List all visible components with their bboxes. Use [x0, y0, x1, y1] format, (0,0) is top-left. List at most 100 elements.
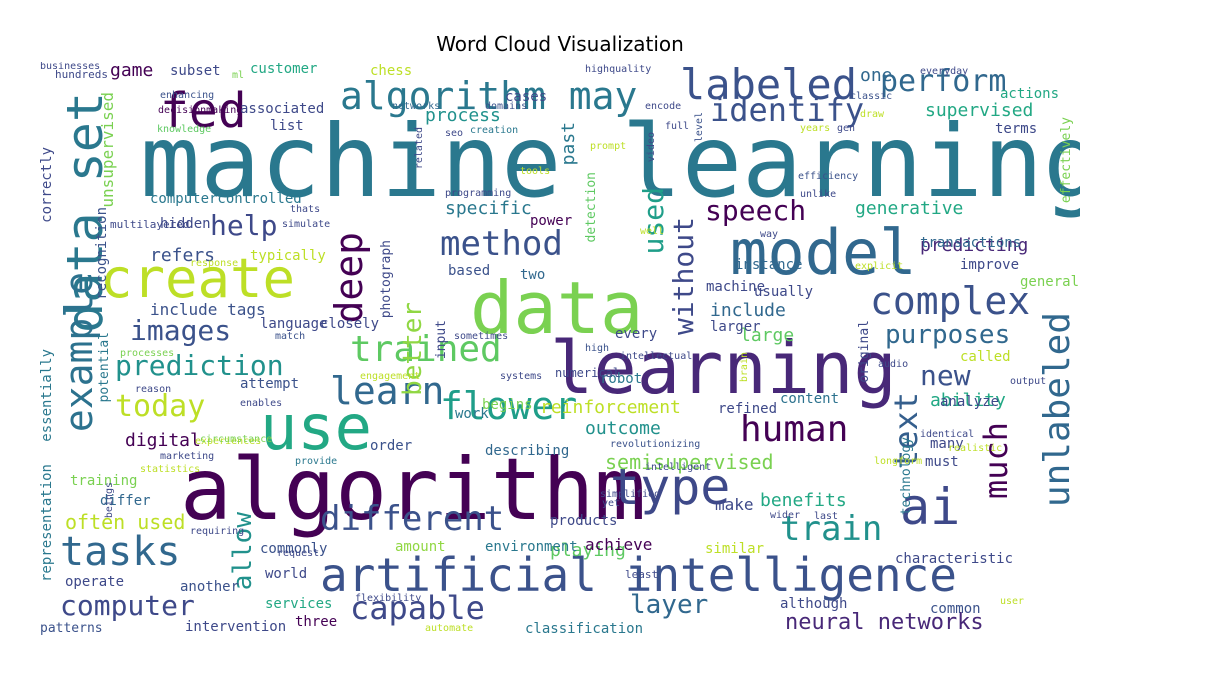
word-response: response [190, 258, 239, 269]
word-begins: begins [482, 397, 533, 413]
word-marketing: marketing [160, 451, 215, 462]
word-hundreds: hundreds [55, 68, 108, 81]
word-another: another [180, 579, 240, 595]
word-intervention: intervention [185, 619, 287, 635]
word-amount: amount [395, 539, 446, 555]
word-one: one [860, 65, 893, 86]
chart-title: Word Cloud Visualization [436, 32, 684, 56]
word-different: different [320, 499, 505, 539]
word-closely: closely [320, 316, 380, 332]
word-example: example [57, 272, 101, 433]
word-programming: programming [445, 188, 512, 199]
word-enables: enables [240, 398, 283, 409]
word-ml: ml [232, 70, 245, 81]
word-high: high [585, 343, 610, 354]
word-essentially: essentially [40, 349, 55, 442]
word-multilayered: multilayered [110, 218, 190, 231]
word-output: output [1010, 376, 1047, 387]
word-algorithm-may: algorithm may [340, 74, 638, 118]
word-subset: subset [170, 63, 221, 79]
word-similar: similar [705, 541, 765, 557]
word-create: create [100, 247, 296, 310]
word-train: train [780, 509, 883, 549]
word-power: power [530, 213, 573, 229]
word-knowledge: knowledge [157, 124, 212, 135]
word-correctly: correctly [40, 147, 55, 223]
word-domains: domains [485, 101, 528, 112]
word-networks: networks [392, 101, 441, 112]
word-computer: computer [60, 589, 195, 622]
word-simplified: simplified [600, 489, 661, 500]
word-identify: identify [710, 91, 865, 129]
word-flower: flower [440, 384, 578, 428]
word-revolutionizing: revolutionizing [610, 439, 701, 450]
word-sometimes: sometimes [454, 331, 509, 342]
word-tasks: tasks [60, 529, 181, 575]
word-every: every [615, 326, 658, 342]
word-game: game [110, 62, 154, 81]
word-cases: cases [505, 89, 548, 105]
word-make: make [715, 495, 754, 514]
word-ability: ability [930, 390, 1006, 411]
word-robot: robot [600, 371, 643, 387]
word-learning: learning [550, 326, 897, 410]
word-new: new [920, 359, 971, 392]
word-called: called [960, 349, 1011, 365]
word-today: today [115, 389, 206, 424]
word-artificial-intelligence: artificial intelligence [320, 548, 957, 602]
word-video: video [646, 132, 657, 163]
word-content: content [780, 391, 840, 407]
word-representation: representation [40, 464, 55, 583]
word-world: world [265, 566, 308, 582]
word-images: images [130, 314, 232, 347]
word-order: order [370, 438, 413, 454]
word-semisupervised: semisupervised [605, 450, 774, 474]
word-terms: terms [995, 121, 1038, 137]
word-typically: typically [250, 248, 326, 264]
word-prompt: prompt [590, 141, 627, 152]
word-services: services [265, 596, 333, 612]
word-differ: differ [100, 493, 151, 509]
word-training: training [70, 473, 138, 489]
word-layer: layer [630, 590, 709, 620]
word-technology: technology [899, 437, 914, 516]
word-requiring: requiring [190, 526, 245, 537]
word-match: match [275, 331, 306, 342]
word-longform: longform [874, 456, 923, 467]
word-machine: machine [706, 279, 766, 295]
word-machine-learning: machine learning [140, 103, 1080, 220]
word-general: general [1020, 274, 1080, 290]
word-last: last [814, 511, 839, 522]
word-based: based [448, 263, 491, 279]
word-operate: operate [65, 574, 125, 590]
word-perform: perform [880, 64, 1007, 99]
word-large: large [740, 325, 795, 346]
word-algorithm: algorithm [180, 440, 646, 540]
word-processes: processes [120, 348, 175, 359]
word-systems: systems [500, 371, 543, 382]
word-commonly: commonly [260, 541, 328, 557]
word-unlabeled: unlabeled [1037, 312, 1078, 508]
word-effectively: effectively [1059, 117, 1074, 204]
word-realistic: realistic [948, 443, 1003, 454]
word-learn: learn [330, 369, 445, 413]
word-method: method [440, 224, 563, 264]
word-intellectual: intellectual [620, 351, 693, 362]
word-process: process [425, 105, 501, 126]
word-original: original [857, 320, 872, 383]
word-least: least [625, 568, 659, 581]
word-products: products [550, 513, 618, 529]
word-creation: creation [470, 125, 519, 136]
word-include-tags: include tags [150, 300, 266, 319]
word-efficiency: efficiency [798, 171, 859, 182]
word-neural-networks: neural networks [785, 610, 984, 635]
word-actions: actions [1000, 86, 1060, 102]
word-photograph: photograph [379, 240, 394, 319]
word-associated: associated [240, 101, 325, 117]
word-provide: provide [295, 456, 338, 467]
word-ai: ai [900, 478, 961, 536]
word-explicit: explicit [855, 261, 904, 272]
word-full: full [665, 121, 690, 132]
word-data: data [470, 266, 644, 350]
word-common: common [930, 601, 981, 617]
